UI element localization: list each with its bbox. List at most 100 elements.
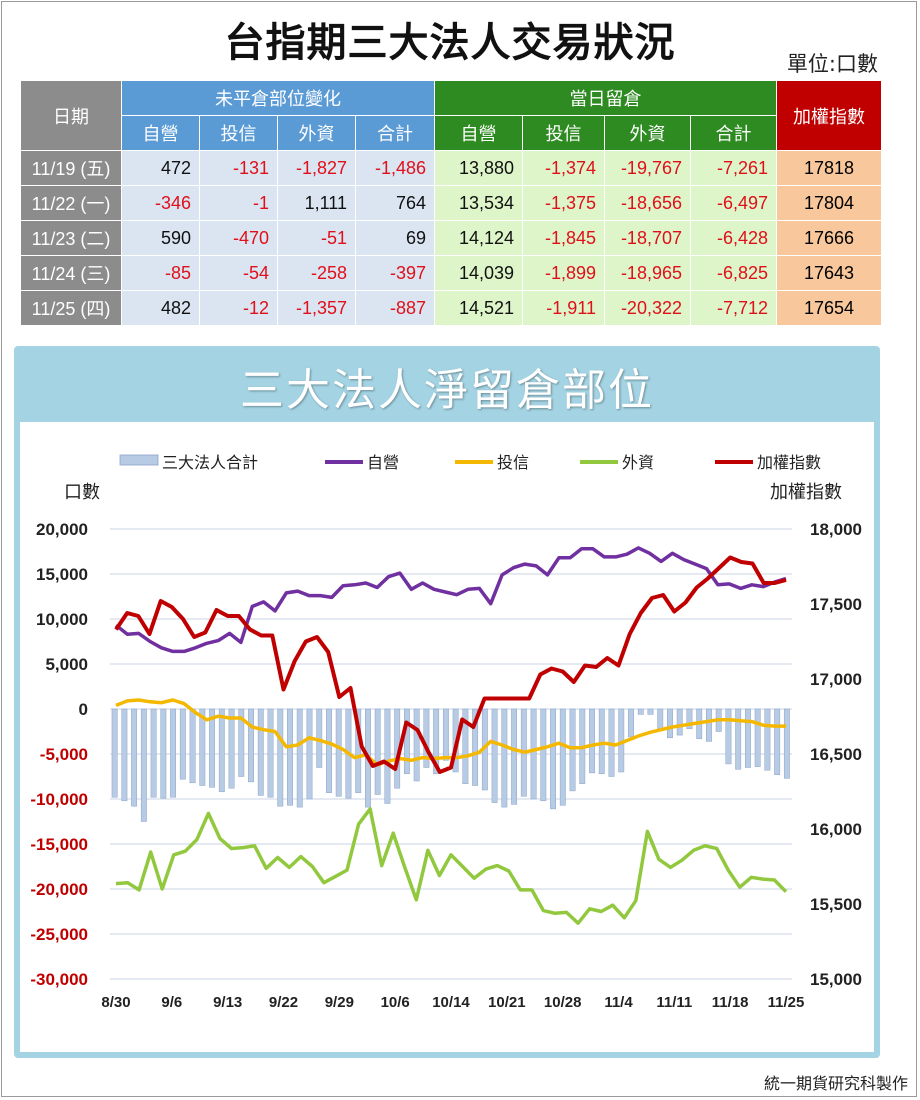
- x-tick-label: 11/25: [768, 994, 805, 1011]
- legend-label-trust: 投信: [497, 454, 529, 472]
- change-cell: -470: [199, 220, 278, 256]
- index-cell: 17654: [776, 290, 882, 326]
- change-cell: -54: [199, 255, 278, 291]
- change-cell: -1,357: [277, 290, 356, 326]
- total-bar: [179, 708, 186, 780]
- total-bar: [228, 708, 235, 789]
- total-bar: [218, 708, 225, 793]
- table-row: 11/24 (三) -85 -54 -258 -397 14,039 -1,899 -18,9…: [20, 255, 882, 291]
- y-tick-label: 0: [79, 700, 88, 719]
- total-bar: [764, 708, 771, 771]
- y-tick-label: 10,000: [36, 610, 88, 629]
- x-tick-label: 8/30: [101, 994, 130, 1011]
- hold-cell: -1,374: [522, 150, 605, 186]
- index-cell: 17666: [776, 220, 882, 256]
- x-tick-label: 9/29: [325, 994, 354, 1011]
- date-header: 日期: [20, 80, 122, 151]
- trust-line: [115, 698, 786, 767]
- change-cell: -12: [199, 290, 278, 326]
- total-bar: [530, 708, 537, 800]
- hold-cell: 14,521: [434, 290, 523, 326]
- subheader-prop: 自營: [121, 115, 200, 151]
- total-bar: [744, 708, 751, 768]
- legend-label-index: 加權指數: [757, 454, 821, 472]
- total-bar: [248, 708, 254, 783]
- total-bar: [267, 708, 274, 798]
- total-bar: [384, 708, 391, 804]
- page-title: 台指期三大法人交易狀況: [224, 20, 676, 66]
- date-cell: 11/25 (四): [20, 290, 122, 326]
- total-bar: [491, 708, 498, 803]
- hold-cell: 14,039: [434, 255, 523, 291]
- table-header-row: 日期 未平倉部位變化 當日留倉 加權指數: [20, 80, 882, 151]
- hold-cell: -6,825: [690, 255, 777, 291]
- x-tick-label: 10/14: [432, 994, 470, 1011]
- total-bar: [462, 708, 469, 784]
- legend-label-prop: 自營: [367, 454, 399, 472]
- hold-cell: -1,845: [522, 220, 605, 256]
- legend-label-total: 三大法人合計: [162, 454, 258, 472]
- table-row: 11/19 (五) 472 -131 -1,827 -1,486 13,880 -1,374…: [20, 150, 882, 186]
- total-bar: [355, 708, 362, 793]
- credit-text: 統一期貨研究科製作: [763, 1074, 908, 1093]
- y2-tick-label: 17,000: [810, 670, 862, 689]
- subheader-total: 合計: [355, 115, 435, 151]
- x-tick-label: 10/28: [544, 994, 582, 1011]
- chart-title: 三大法人淨留倉部位: [240, 365, 654, 416]
- chart-panel: 三大法人淨留倉部位 20,000 15,000 10,000 5,000 0 -5,000…: [14, 346, 880, 1058]
- change-cell: 1,111: [277, 185, 356, 221]
- total-bar: [287, 708, 293, 806]
- hold-cell: -7,712: [690, 290, 777, 326]
- total-bar: [667, 708, 673, 739]
- total-bar: [706, 708, 712, 742]
- change-cell: -1: [199, 185, 278, 221]
- y-tick-label: -15,000: [30, 835, 88, 854]
- change-cell: 764: [355, 185, 435, 221]
- date-cell: 11/24 (三): [20, 255, 122, 291]
- total-bar: [121, 708, 128, 802]
- total-bar: [111, 708, 118, 798]
- total-bar: [637, 708, 644, 715]
- y2-tick-label: 15,500: [810, 895, 862, 914]
- change-cell: -131: [199, 150, 278, 186]
- y-tick-label: -30,000: [30, 970, 88, 989]
- hold-cell: -20,322: [604, 290, 691, 326]
- change-cell: -1,827: [277, 150, 356, 186]
- total-bar: [335, 708, 342, 797]
- change-cell: -397: [355, 255, 435, 291]
- total-bar: [170, 708, 177, 798]
- table-row: 11/22 (一) -346 -1 1,111 764 13,534 -1,375 -18,6…: [20, 185, 882, 221]
- total-bar: [647, 708, 654, 715]
- change-cell: -1,486: [355, 150, 435, 186]
- y-tick-label: -20,000: [30, 880, 88, 899]
- index-line: [114, 555, 787, 774]
- y-tick-label: -25,000: [30, 925, 88, 944]
- total-bar: [511, 708, 518, 805]
- y2-tick-label: 16,000: [810, 820, 862, 839]
- y-tick-label: 5,000: [45, 655, 88, 674]
- total-bar: [160, 708, 167, 799]
- y2-tick-label: 17,500: [810, 595, 862, 614]
- total-bar: [550, 708, 556, 810]
- total-bar: [686, 708, 693, 730]
- y-tick-label: -10,000: [30, 790, 88, 809]
- subheader-foreign: 外資: [277, 115, 356, 151]
- foreign-line: [115, 807, 788, 925]
- hold-cell: -7,261: [690, 150, 777, 186]
- total-bar: [306, 708, 313, 800]
- change-cell: -85: [121, 255, 200, 291]
- total-bar: [326, 708, 332, 793]
- change-cell: -51: [277, 220, 356, 256]
- table-row: 11/23 (二) 590 -470 -51 69 14,124 -1,845 -18,707…: [20, 220, 882, 256]
- total-bar: [442, 708, 449, 761]
- change-cell: 69: [355, 220, 435, 256]
- change-cell: -258: [277, 255, 356, 291]
- y2-tick-label: 18,000: [810, 520, 862, 539]
- hold-cell: -6,497: [690, 185, 777, 221]
- y2-axis-label: 加權指數: [770, 482, 842, 502]
- hold-cell: -18,965: [604, 255, 691, 291]
- table-row: 11/25 (四) 482 -12 -1,357 -887 14,521 -1,911 -20…: [20, 290, 882, 326]
- total-bar: [657, 708, 664, 731]
- total-bar: [559, 708, 566, 806]
- total-bar: [540, 708, 547, 802]
